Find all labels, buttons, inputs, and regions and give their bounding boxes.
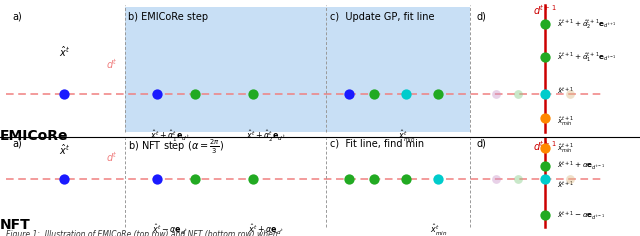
- Point: [369, 177, 380, 181]
- Text: a): a): [13, 138, 22, 148]
- Point: [540, 93, 550, 96]
- Text: $\hat{x}^{t+1} - \alpha \mathbf{e}_{d^{t-1}}$: $\hat{x}^{t+1} - \alpha \mathbf{e}_{d^{t…: [557, 210, 605, 222]
- Point: [190, 177, 200, 181]
- Text: d): d): [477, 138, 486, 148]
- Point: [152, 93, 162, 96]
- Text: $d^{t+1}$: $d^{t+1}$: [534, 4, 557, 17]
- Text: b) NFT step ($\alpha = \frac{2\pi}{3}$): b) NFT step ($\alpha = \frac{2\pi}{3}$): [128, 138, 224, 156]
- Text: $\hat{x}^{t+1}$: $\hat{x}^{t+1}$: [557, 179, 574, 190]
- Text: $d^t$: $d^t$: [106, 57, 117, 71]
- Text: $\hat{x}^{t+1}_{min}$: $\hat{x}^{t+1}_{min}$: [557, 114, 574, 127]
- Text: $\hat{x}^t + \hat{\alpha}_1^t \mathbf{e}_{d^t}$: $\hat{x}^t + \hat{\alpha}_1^t \mathbf{e}…: [150, 129, 189, 144]
- Text: $\hat{x}^t_{min}$: $\hat{x}^t_{min}$: [398, 129, 415, 144]
- Point: [344, 93, 354, 96]
- Point: [401, 177, 412, 181]
- Text: EMICoRe: EMICoRe: [0, 129, 68, 143]
- Point: [513, 177, 524, 181]
- Text: $\hat{x}^t + \hat{\alpha}_2^t \mathbf{e}_{d^t}$: $\hat{x}^t + \hat{\alpha}_2^t \mathbf{e}…: [246, 129, 285, 144]
- Point: [540, 22, 550, 25]
- Text: Figure 1:  Illustration of EMICoRe (top row) and NFT (bottom row) when ...: Figure 1: Illustration of EMICoRe (top r…: [6, 230, 287, 236]
- Point: [190, 93, 200, 96]
- Text: $\hat{x}^t_{min}$: $\hat{x}^t_{min}$: [430, 223, 447, 236]
- Text: a): a): [13, 12, 22, 22]
- Point: [540, 177, 550, 181]
- Point: [59, 93, 69, 96]
- Text: c)  Update GP, fit line: c) Update GP, fit line: [330, 12, 434, 22]
- Point: [540, 164, 550, 168]
- Point: [491, 177, 501, 181]
- Text: $\hat{x}^{t+1}$: $\hat{x}^{t+1}$: [557, 85, 574, 96]
- Text: c)  Fit line, find min: c) Fit line, find min: [330, 138, 424, 148]
- Text: $\hat{x}^t$: $\hat{x}^t$: [58, 143, 70, 157]
- Text: $\hat{x}^t + \alpha \mathbf{e}_{d^t}$: $\hat{x}^t + \alpha \mathbf{e}_{d^t}$: [248, 223, 284, 236]
- Text: $\hat{x}^t$: $\hat{x}^t$: [58, 45, 70, 59]
- Text: $\hat{x}^{t+1} + \hat{\alpha}_1^{t+1} \mathbf{e}_{d^{t-1}}$: $\hat{x}^{t+1} + \hat{\alpha}_1^{t+1} \m…: [557, 50, 616, 63]
- Text: $\hat{x}^{t+1} + \hat{\alpha}_2^{t+1} \mathbf{e}_{d^{t+1}}$: $\hat{x}^{t+1} + \hat{\alpha}_2^{t+1} \m…: [557, 17, 616, 30]
- Point: [540, 213, 550, 217]
- Text: $\hat{x}^{t+1} + \alpha \mathbf{e}_{d^{t-1}}$: $\hat{x}^{t+1} + \alpha \mathbf{e}_{d^{t…: [557, 160, 605, 173]
- Point: [564, 93, 575, 96]
- Text: d): d): [477, 12, 486, 22]
- Point: [433, 177, 444, 181]
- Point: [59, 177, 69, 181]
- Point: [248, 93, 258, 96]
- Point: [369, 93, 380, 96]
- Point: [491, 93, 501, 96]
- Point: [344, 177, 354, 181]
- Point: [152, 177, 162, 181]
- Text: $\hat{x}^t - \alpha \mathbf{e}_{d^t}$: $\hat{x}^t - \alpha \mathbf{e}_{d^t}$: [152, 223, 188, 236]
- Text: $d^{t+1}$: $d^{t+1}$: [534, 139, 557, 153]
- Point: [401, 93, 412, 96]
- Text: $\hat{x}^{t+1}_{min}$: $\hat{x}^{t+1}_{min}$: [557, 141, 574, 154]
- Point: [540, 55, 550, 59]
- Point: [433, 93, 444, 96]
- Text: b) EMICoRe step: b) EMICoRe step: [128, 12, 208, 22]
- Text: NFT: NFT: [0, 218, 31, 232]
- Point: [248, 177, 258, 181]
- Point: [564, 177, 575, 181]
- Point: [540, 116, 550, 120]
- Point: [540, 146, 550, 149]
- Bar: [125, 7, 470, 132]
- Point: [513, 93, 524, 96]
- Text: $d^t$: $d^t$: [106, 150, 117, 164]
